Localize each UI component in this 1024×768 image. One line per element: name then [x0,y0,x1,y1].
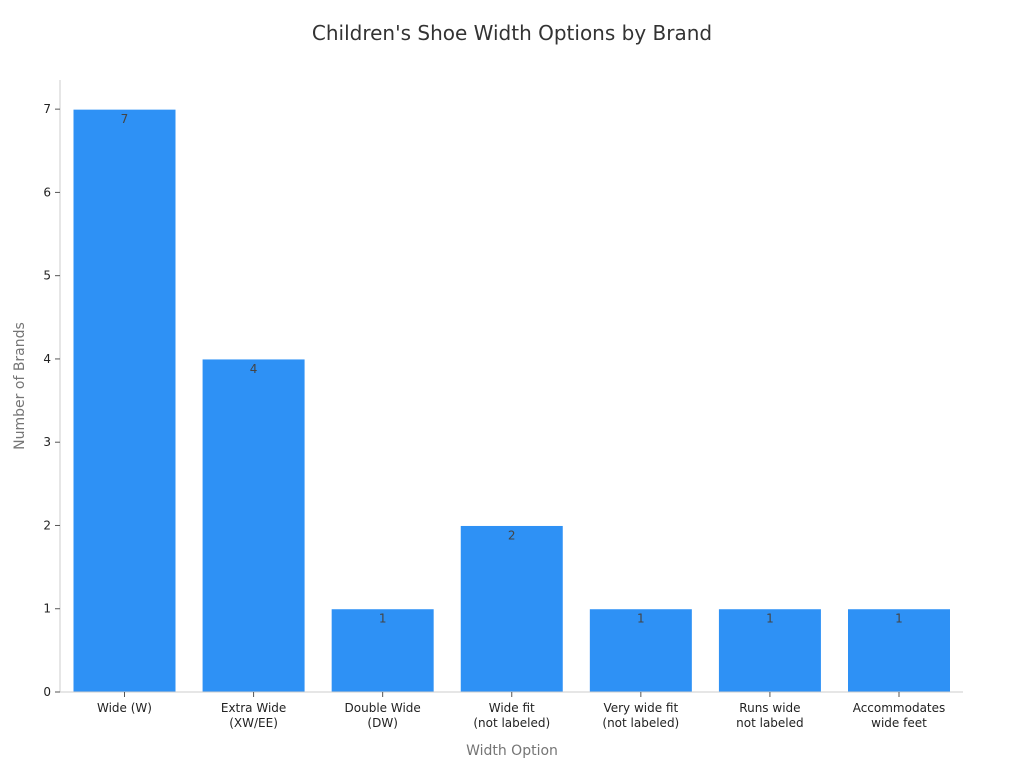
y-tick-label: 2 [43,518,51,532]
bar [201,358,306,693]
data-label: 1 [379,612,387,626]
bar [847,608,951,693]
x-tick-label: Wide fit (not labeled) [473,701,550,730]
bar [330,608,435,693]
y-tick-label: 1 [43,602,51,616]
x-tick-label: Wide (W) [97,701,152,715]
x-tick-label: Very wide fit (not labeled) [602,701,679,730]
x-tick-label: Runs wide not labeled [736,701,804,730]
data-label: 1 [895,612,903,626]
y-axis-title: Number of Brands [12,322,28,450]
y-tick-label: 3 [43,435,51,449]
y-tick-label: 0 [43,685,51,699]
y-ticks-group: 0 1 2 3 4 5 6 7 [43,102,60,699]
x-ticks-group: Wide (W) Extra Wide (XW/EE) Double Wide (DW)… [97,692,945,730]
y-tick-label: 6 [43,185,51,199]
data-label: 1 [637,612,645,626]
y-tick-label: 7 [43,102,51,116]
bar [459,524,564,693]
bar [588,608,693,693]
bar [72,108,177,693]
x-tick-label: Extra Wide (XW/EE) [221,701,286,730]
chart-title: Children's Shoe Width Options by Brand [312,21,712,45]
x-tick-label: Double Wide (DW) [345,701,421,730]
data-label: 1 [766,612,774,626]
data-label: 7 [121,112,129,126]
bars-group [72,108,951,693]
data-label: 4 [250,362,258,376]
y-tick-label: 5 [43,269,51,283]
data-label: 2 [508,528,516,542]
bar [717,608,822,693]
x-tick-label: Accommodates wide feet [853,701,946,730]
y-tick-label: 4 [43,352,51,366]
data-labels-group: 7 4 1 2 1 1 1 [121,112,903,626]
x-axis-title: Width Option [466,743,558,759]
